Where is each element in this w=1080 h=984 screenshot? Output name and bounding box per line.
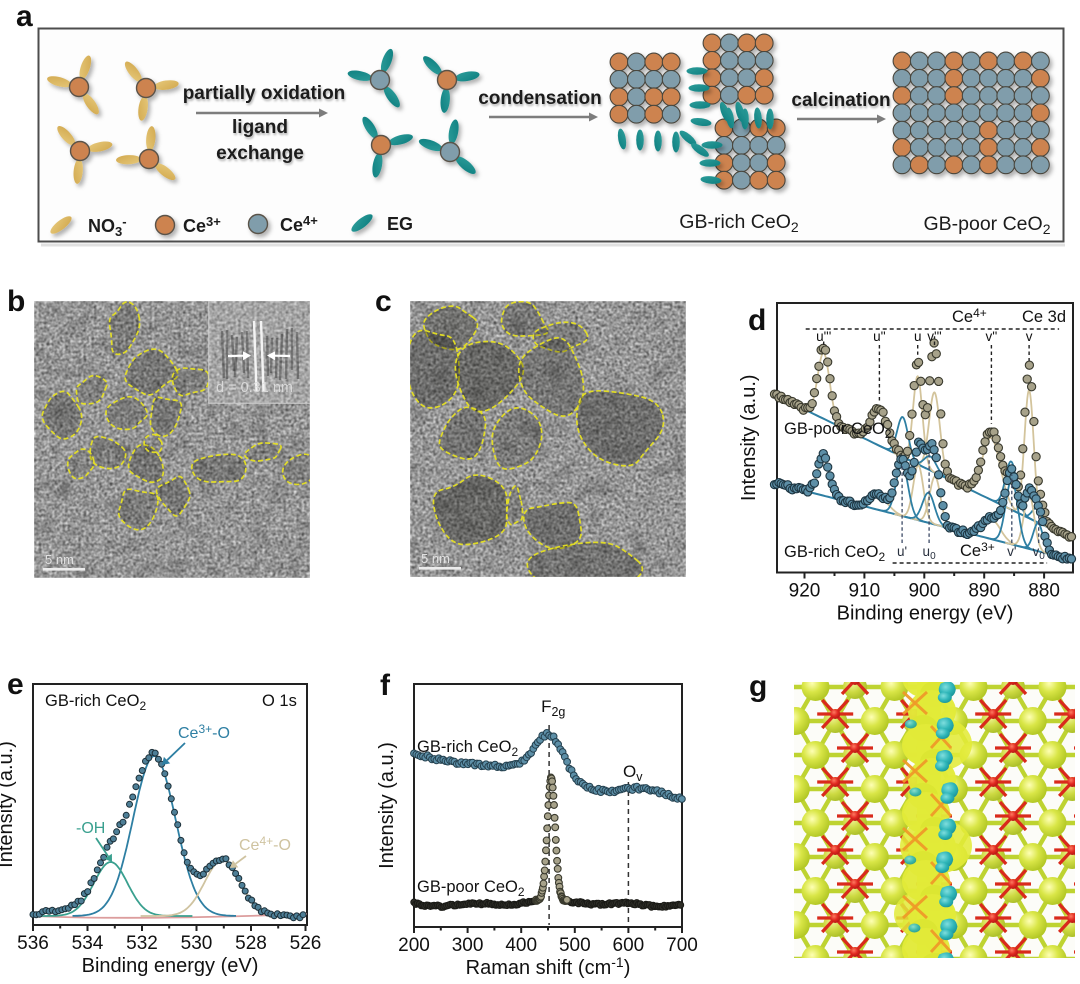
- svg-text:Intensity (a.u.): Intensity (a.u.): [0, 741, 17, 868]
- svg-text:u: u: [914, 329, 922, 344]
- svg-text:GB-poor CeO2: GB-poor CeO2: [417, 878, 525, 899]
- svg-text:910: 910: [849, 581, 881, 602]
- svg-text:528: 528: [235, 933, 267, 954]
- svg-text:Ce4+-O: Ce4+-O: [239, 834, 291, 854]
- svg-text:536: 536: [17, 933, 49, 954]
- svg-text:EG: EG: [387, 214, 413, 234]
- svg-text:calcination: calcination: [791, 90, 890, 111]
- svg-text:200: 200: [398, 935, 430, 956]
- svg-text:300: 300: [452, 935, 484, 956]
- svg-text:Ce 3d: Ce 3d: [1022, 308, 1066, 326]
- svg-text:5 nm: 5 nm: [421, 551, 450, 566]
- svg-text:534: 534: [72, 933, 104, 954]
- svg-text:-OH: -OH: [76, 820, 105, 837]
- svg-text:u''': u''': [816, 329, 831, 344]
- svg-text:Ce4+: Ce4+: [952, 306, 987, 326]
- svg-text:Intensity (a.u.): Intensity (a.u.): [738, 374, 760, 501]
- svg-text:condensation: condensation: [478, 88, 602, 109]
- svg-text:d = 0.31 nm: d = 0.31 nm: [216, 380, 293, 396]
- svg-text:g: g: [749, 670, 767, 703]
- svg-text:O 1s: O 1s: [262, 692, 297, 710]
- svg-text:500: 500: [559, 935, 591, 956]
- svg-text:ligand: ligand: [232, 117, 288, 138]
- svg-text:526: 526: [290, 933, 322, 954]
- svg-text:GB-rich CeO2: GB-rich CeO2: [784, 543, 885, 564]
- svg-text:920: 920: [789, 581, 821, 602]
- svg-text:900: 900: [908, 581, 940, 602]
- svg-text:v'': v'': [985, 329, 997, 344]
- svg-text:F2g: F2g: [541, 697, 565, 719]
- svg-text:Raman shift (cm-1): Raman shift (cm-1): [466, 954, 631, 979]
- svg-text:v: v: [1026, 329, 1033, 344]
- svg-text:e: e: [7, 668, 24, 701]
- svg-text:880: 880: [1028, 581, 1060, 602]
- svg-text:u': u': [897, 544, 907, 559]
- svg-text:f: f: [380, 669, 391, 702]
- svg-text:GB-rich CeO2: GB-rich CeO2: [45, 692, 146, 713]
- svg-text:GB-rich CeO2: GB-rich CeO2: [417, 738, 518, 759]
- svg-text:GB-poor CeO2: GB-poor CeO2: [923, 213, 1050, 237]
- svg-text:Ce3+-O: Ce3+-O: [178, 722, 230, 742]
- svg-text:700: 700: [666, 935, 698, 956]
- svg-text:Ce3+: Ce3+: [960, 540, 995, 560]
- svg-text:u'': u'': [873, 329, 886, 344]
- svg-text:partially oxidation: partially oxidation: [183, 83, 346, 104]
- svg-text:Ov: Ov: [623, 762, 643, 784]
- svg-text:5 nm: 5 nm: [45, 552, 74, 567]
- svg-text:u0: u0: [923, 544, 937, 562]
- svg-text:v0: v0: [1033, 544, 1046, 562]
- svg-text:a: a: [16, 0, 33, 33]
- svg-text:400: 400: [505, 935, 537, 956]
- svg-text:890: 890: [968, 581, 1000, 602]
- svg-text:GB-rich CeO2: GB-rich CeO2: [679, 211, 799, 235]
- svg-text:GB-poor CeO2: GB-poor CeO2: [784, 420, 892, 441]
- svg-text:v': v': [1007, 544, 1016, 559]
- svg-text:exchange: exchange: [216, 143, 304, 164]
- svg-text:600: 600: [613, 935, 645, 956]
- svg-text:Intensity (a.u.): Intensity (a.u.): [376, 742, 398, 869]
- svg-text:Binding energy (eV): Binding energy (eV): [82, 955, 259, 977]
- svg-text:Binding energy (eV): Binding energy (eV): [837, 603, 1014, 625]
- svg-text:d: d: [748, 304, 766, 337]
- svg-text:532: 532: [126, 933, 158, 954]
- svg-text:530: 530: [181, 933, 213, 954]
